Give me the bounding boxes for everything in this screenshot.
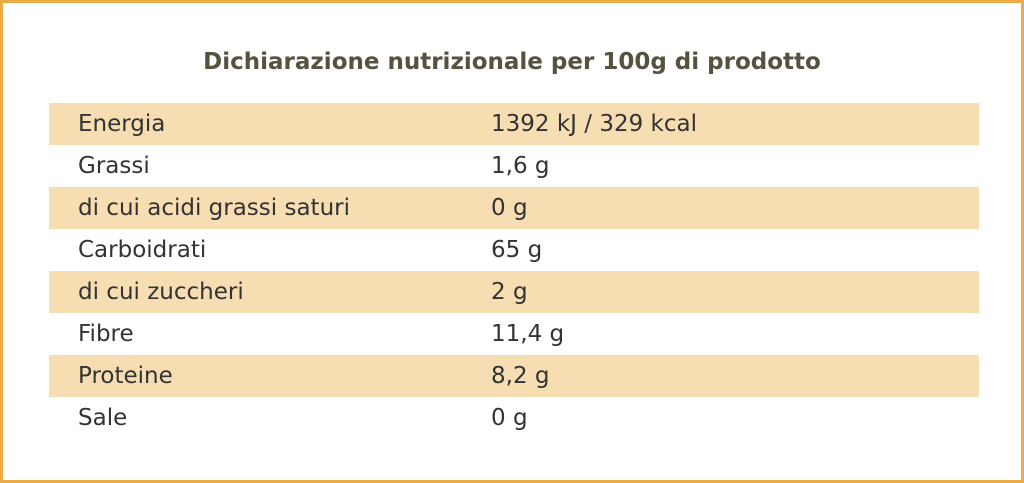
- table-row: di cui zuccheri 2 g: [49, 271, 979, 313]
- table-row: di cui acidi grassi saturi 0 g: [49, 187, 979, 229]
- value-cell: 1,6 g: [491, 153, 550, 179]
- label-cell: Fibre: [78, 321, 134, 347]
- value-cell: 0 g: [491, 195, 528, 221]
- label-cell: Sale: [78, 405, 128, 431]
- label-cell: di cui acidi grassi saturi: [78, 195, 350, 221]
- table-row: Fibre 11,4 g: [49, 313, 979, 355]
- value-cell: 1392 kJ / 329 kcal: [491, 111, 697, 137]
- title: Dichiarazione nutrizionale per 100g di p…: [203, 49, 821, 75]
- value-cell: 8,2 g: [491, 363, 550, 389]
- label-cell: Carboidrati: [78, 237, 207, 263]
- value-cell: 11,4 g: [491, 321, 565, 347]
- label-cell: Energia: [78, 111, 166, 137]
- label-cell: Proteine: [78, 363, 173, 389]
- label-cell: Grassi: [78, 153, 150, 179]
- value-cell: 65 g: [491, 237, 543, 263]
- value-cell: 0 g: [491, 405, 528, 431]
- table-row: Sale 0 g: [49, 397, 979, 439]
- table-row: Carboidrati 65 g: [49, 229, 979, 271]
- table-row: Energia 1392 kJ / 329 kcal: [49, 103, 979, 145]
- label-cell: di cui zuccheri: [78, 279, 244, 305]
- value-cell: 2 g: [491, 279, 528, 305]
- nutrition-table: Energia 1392 kJ / 329 kcal Grassi 1,6 g di c…: [49, 103, 979, 439]
- table-row: Proteine 8,2 g: [49, 355, 979, 397]
- table-row: Grassi 1,6 g: [49, 145, 979, 187]
